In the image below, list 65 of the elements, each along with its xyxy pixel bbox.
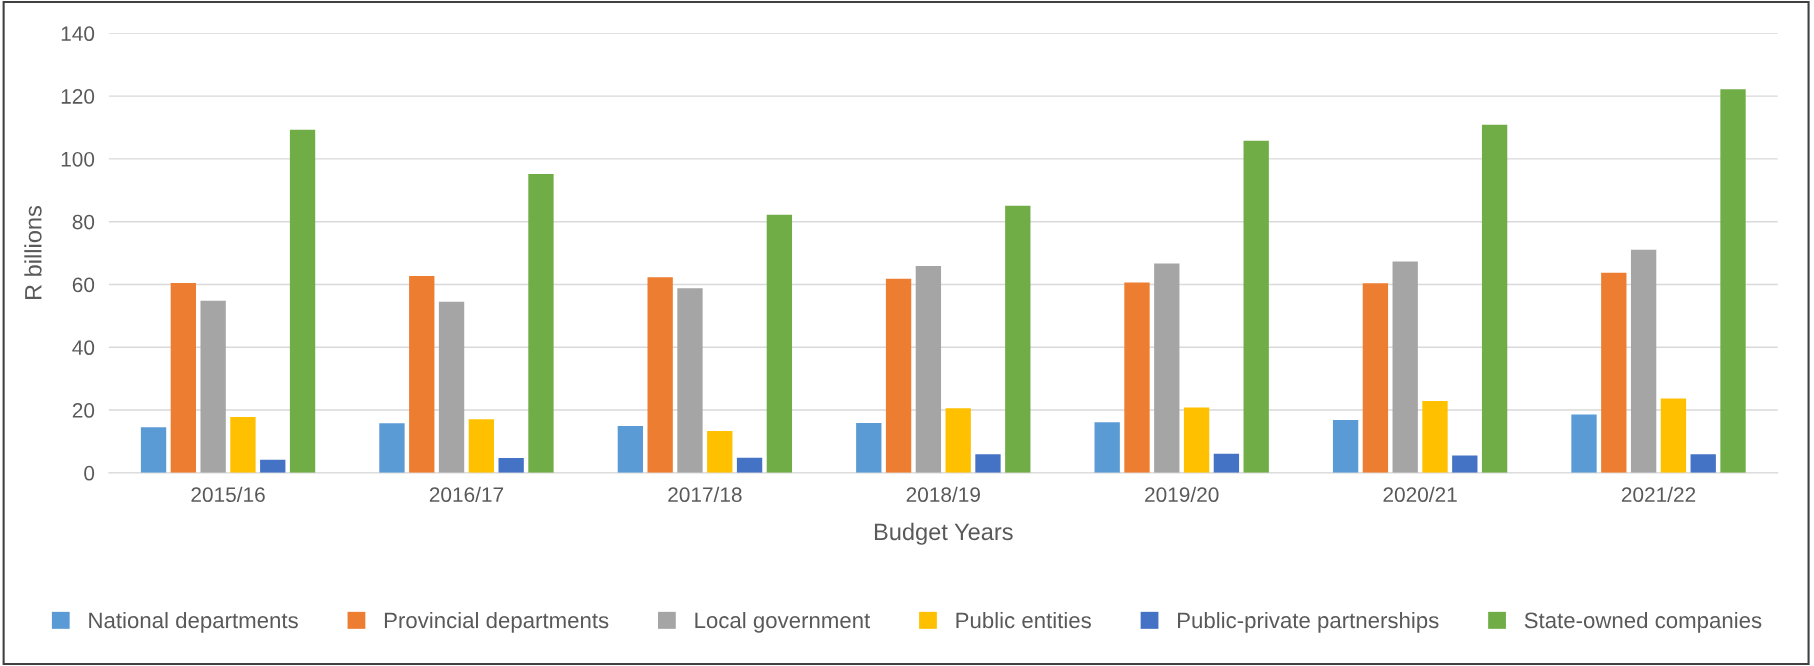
y-tick-label: 40 <box>72 340 95 356</box>
legend-label: Local government <box>695 611 871 633</box>
y-tick-label: 20 <box>72 403 95 418</box>
bar <box>200 300 226 473</box>
x-axis-title: Budget Years <box>874 522 1013 545</box>
bar <box>1601 272 1627 473</box>
bar <box>1630 249 1657 473</box>
bar <box>1720 89 1746 473</box>
bar <box>260 459 286 473</box>
bar <box>945 408 971 473</box>
y-tick-label: 80 <box>72 214 95 230</box>
bar <box>617 426 644 473</box>
x-tick-label: 2019/20 <box>1145 486 1219 503</box>
bar <box>915 265 942 473</box>
bar <box>677 288 703 473</box>
bar <box>1243 140 1269 473</box>
bar <box>1362 283 1389 473</box>
bar <box>885 278 912 473</box>
bar <box>528 173 554 473</box>
x-tick-label: 2016/17 <box>429 486 504 503</box>
bar <box>140 427 167 473</box>
bar <box>289 129 316 473</box>
bar <box>170 282 197 473</box>
bar <box>1005 205 1031 473</box>
legend-label: National departments <box>89 611 298 633</box>
bar <box>1183 407 1210 473</box>
bar <box>379 423 405 473</box>
y-tick-label: 100 <box>61 151 95 167</box>
y-tick-label: 0 <box>84 465 95 481</box>
legend-label: Provincial departments <box>384 611 609 633</box>
x-tick-label: 2020/21 <box>1383 486 1457 503</box>
bar <box>1452 455 1478 473</box>
bar <box>1213 453 1240 473</box>
x-tick-label: 2017/18 <box>668 486 742 503</box>
bar <box>1154 263 1180 473</box>
bar <box>230 416 256 473</box>
x-tick-label: 2018/19 <box>906 486 980 503</box>
x-tick-label: 2015/16 <box>191 486 265 503</box>
bar <box>1332 420 1359 473</box>
legend-label: Public entities <box>956 611 1091 629</box>
bar <box>1660 398 1687 473</box>
bar <box>1124 282 1150 473</box>
bar <box>1481 124 1508 473</box>
y-tick-label: 120 <box>61 89 95 104</box>
bar <box>736 457 763 473</box>
bar <box>975 454 1001 473</box>
bar <box>1422 400 1448 473</box>
bar <box>647 277 673 473</box>
bar <box>438 301 465 473</box>
bar <box>1571 414 1597 473</box>
bar <box>766 214 793 473</box>
bar <box>1392 261 1418 473</box>
bar <box>1094 422 1120 473</box>
bar <box>856 422 882 473</box>
bar <box>468 419 495 473</box>
y-tick-label: 60 <box>72 277 95 293</box>
legend-label: State-owned companies <box>1524 611 1762 633</box>
y-axis-title: R billions <box>24 206 42 300</box>
bar <box>409 276 435 473</box>
bar <box>1690 454 1716 473</box>
bar <box>707 431 733 473</box>
x-tick-label: 2021/22 <box>1621 486 1696 503</box>
bar <box>498 458 524 473</box>
y-tick-label: 140 <box>61 26 95 42</box>
legend-label: Public-private partnerships <box>1178 611 1439 633</box>
